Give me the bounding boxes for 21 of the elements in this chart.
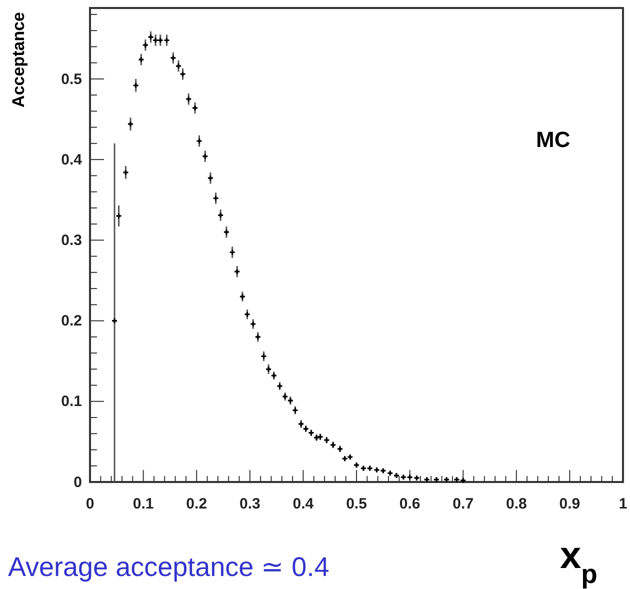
y-tick-label: 0.5 xyxy=(61,70,82,88)
x-tick-label: 0.3 xyxy=(239,496,260,513)
x-tick-label: 0.7 xyxy=(452,496,474,513)
y-tick-label: 0.2 xyxy=(61,312,82,330)
y-axis-title: Acceptance xyxy=(9,12,28,108)
y-tick-label: 0.3 xyxy=(61,232,82,249)
x-tick-label: 0.5 xyxy=(346,496,367,513)
annotation: MC xyxy=(536,127,570,152)
x-tick-label: 0.4 xyxy=(292,496,314,513)
x-tick-label: 1 xyxy=(618,496,628,513)
x-tick-label: 0.6 xyxy=(399,496,420,513)
y-tick-label: 0.4 xyxy=(61,151,83,168)
x-tick-label: 0 xyxy=(86,496,94,513)
y-tick-label: 0.1 xyxy=(61,393,82,410)
x-tick-label: 0.2 xyxy=(186,496,208,513)
y-tick-label: 0 xyxy=(74,474,82,491)
text: Average acceptance ≃ 0.4 xyxy=(8,552,330,582)
x-tick-label: 0.9 xyxy=(559,496,580,513)
x-axis-title: x$_{p}$ xyxy=(560,535,598,589)
x-tick-label: 0.8 xyxy=(506,496,527,513)
x-tick-label: 0.1 xyxy=(132,496,154,513)
